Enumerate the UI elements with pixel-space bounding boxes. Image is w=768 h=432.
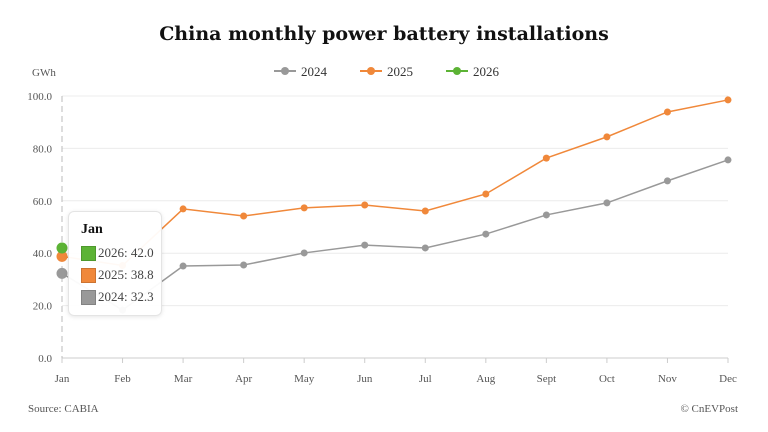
x-tick-label: Aug — [476, 373, 495, 385]
data-point[interactable] — [482, 190, 490, 198]
legend-item-2026[interactable]: 2026 — [446, 64, 500, 79]
legend-marker — [281, 67, 289, 75]
x-tick-label: Mar — [174, 373, 193, 385]
x-tick-label: Jun — [357, 373, 373, 385]
tooltip-row: 2025: 38.8 — [81, 266, 161, 284]
data-point[interactable] — [542, 154, 550, 162]
data-point[interactable] — [361, 201, 369, 209]
y-tick-label: 20.0 — [33, 301, 53, 313]
y-tick-label: 100.0 — [27, 91, 52, 103]
series-2026 — [56, 242, 68, 254]
data-point[interactable] — [300, 249, 308, 257]
data-point[interactable] — [421, 207, 429, 215]
y-tick-label: 60.0 — [33, 196, 53, 208]
source-note: Source: CABIA — [28, 403, 99, 415]
legend-item-2024[interactable]: 2024 — [274, 64, 328, 79]
x-tick-label: Apr — [235, 373, 252, 385]
tooltip-label: 2024: 32.3 — [98, 289, 154, 304]
x-tick-label: Nov — [658, 373, 677, 385]
data-point[interactable] — [663, 177, 671, 185]
tooltip-header: Jan — [81, 222, 103, 237]
data-point[interactable] — [56, 267, 68, 279]
legend-label: 2024 — [301, 64, 328, 79]
chart-title: China monthly power battery installation… — [159, 23, 609, 45]
data-point[interactable] — [724, 96, 732, 104]
data-point[interactable] — [361, 241, 369, 249]
tooltip: Jan 2026: 42.0 2025: 38.8 2024: 32.3 — [68, 211, 162, 316]
y-tick-label: 0.0 — [38, 353, 52, 365]
swatch-2026 — [81, 245, 96, 261]
tooltip-label: 2025: 38.8 — [98, 267, 154, 282]
data-point[interactable] — [724, 156, 732, 164]
x-tick-label: Jul — [419, 373, 432, 385]
x-tick-label: Sept — [537, 373, 557, 385]
data-point[interactable] — [179, 262, 187, 270]
data-point[interactable] — [603, 199, 611, 207]
tooltip-row: 2026: 42.0 — [81, 244, 161, 262]
legend-label: 2025 — [387, 64, 413, 79]
y-tick-label: 80.0 — [33, 143, 53, 155]
x-tick-label: Feb — [114, 373, 131, 385]
legend-marker — [453, 67, 461, 75]
data-point[interactable] — [56, 242, 68, 254]
data-point[interactable] — [300, 204, 308, 212]
credit-note: © CnEVPost — [680, 403, 738, 415]
data-point[interactable] — [482, 230, 490, 238]
x-tick-label: Dec — [719, 373, 737, 385]
data-point[interactable] — [56, 250, 68, 262]
series-line — [61, 99, 729, 267]
x-tick-label: May — [294, 373, 315, 385]
tooltip-label: 2026: 42.0 — [98, 245, 154, 260]
legend-item-2025[interactable]: 2025 — [360, 64, 413, 79]
x-tick-label: Jan — [55, 373, 70, 385]
swatch-2025 — [81, 267, 96, 283]
y-axis-unit: GWh — [32, 67, 56, 79]
data-point[interactable] — [179, 205, 187, 213]
legend-label: 2026 — [473, 64, 500, 79]
legend-marker — [367, 67, 375, 75]
data-point[interactable] — [240, 212, 248, 220]
data-point[interactable] — [603, 133, 611, 141]
y-tick-label: 40.0 — [33, 248, 53, 260]
series-line — [61, 159, 729, 311]
data-point[interactable] — [542, 211, 550, 219]
data-point[interactable] — [421, 244, 429, 252]
x-tick-label: Oct — [599, 373, 615, 385]
series-2025 — [56, 96, 732, 270]
swatch-2024 — [81, 289, 96, 305]
data-point[interactable] — [663, 108, 671, 116]
data-point[interactable] — [240, 261, 248, 269]
tooltip-row: 2024: 32.3 — [81, 288, 161, 306]
